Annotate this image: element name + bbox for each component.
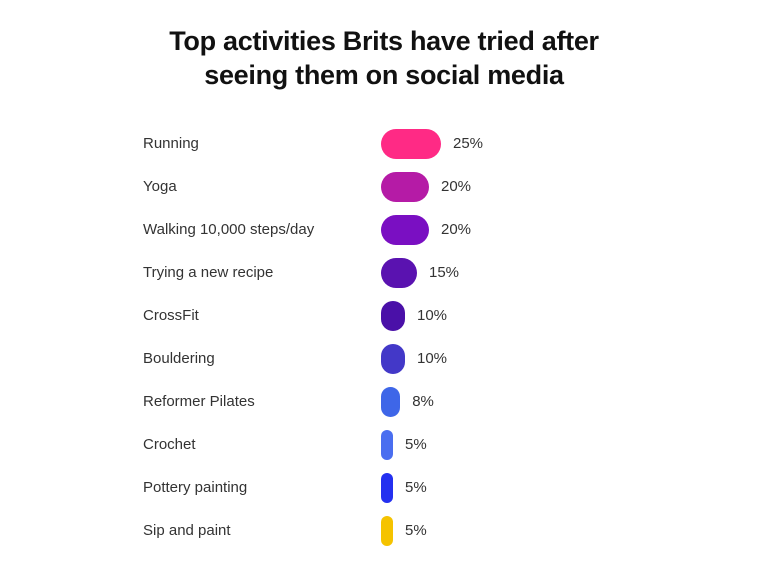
value-label: 10% [417, 307, 448, 324]
category-label: Reformer Pilates [143, 393, 255, 410]
category-label: Running [143, 135, 199, 152]
value-label: 5% [405, 436, 427, 453]
bar [381, 172, 429, 202]
chart-title-line-2: seeing them on social media [204, 60, 564, 90]
bar [381, 430, 393, 460]
bar [381, 387, 401, 417]
value-label: 10% [417, 350, 448, 367]
value-label: 15% [429, 264, 460, 281]
category-label: Pottery painting [143, 479, 248, 496]
value-label: 5% [405, 479, 427, 496]
bar [381, 215, 429, 245]
category-label: Bouldering [143, 350, 215, 367]
category-label: Crochet [143, 436, 196, 453]
bar [381, 129, 441, 159]
bar [381, 344, 405, 374]
category-label: Sip and paint [143, 522, 231, 539]
category-label: CrossFit [143, 307, 199, 324]
value-label: 5% [405, 522, 427, 539]
value-label: 25% [453, 135, 484, 152]
value-label: 20% [441, 221, 472, 238]
bar [381, 258, 417, 288]
bar [381, 516, 393, 546]
chart-title: Top activities Brits have tried after se… [0, 24, 768, 92]
category-label: Trying a new recipe [143, 264, 274, 281]
bar [381, 301, 405, 331]
chart-title-line-1: Top activities Brits have tried after [169, 26, 599, 56]
category-label: Yoga [143, 178, 177, 195]
value-label: 8% [412, 393, 434, 410]
value-label: 20% [441, 178, 472, 195]
bar [381, 473, 393, 503]
category-label: Walking 10,000 steps/day [143, 221, 315, 238]
